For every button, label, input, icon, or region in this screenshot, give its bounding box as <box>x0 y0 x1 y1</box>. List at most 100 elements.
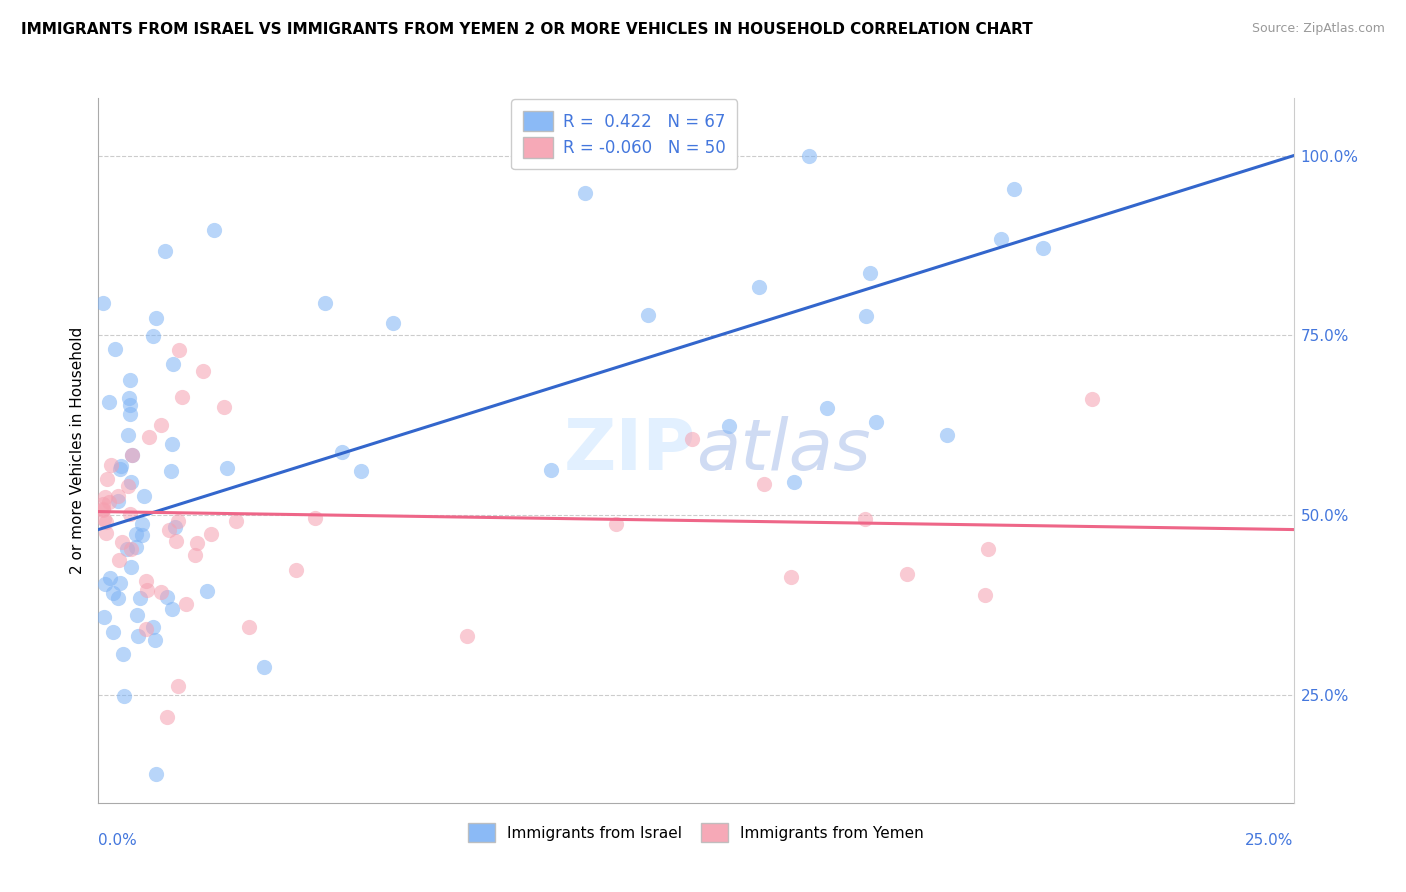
Point <box>162 357 184 371</box>
Point <box>165 520 187 534</box>
Point <box>174 598 197 612</box>
Text: ZIP: ZIP <box>564 416 696 485</box>
Point <box>160 601 183 615</box>
Point <box>94 577 117 591</box>
Point <box>304 511 326 525</box>
Point <box>754 477 776 491</box>
Point <box>1004 181 1026 195</box>
Point <box>186 536 208 550</box>
Point <box>135 574 157 589</box>
Point <box>456 628 478 642</box>
Y-axis label: 2 or more Vehicles in Household: 2 or more Vehicles in Household <box>69 326 84 574</box>
Legend: Immigrants from Israel, Immigrants from Yemen: Immigrants from Israel, Immigrants from … <box>461 817 931 848</box>
Point <box>195 584 218 599</box>
Point <box>96 515 118 529</box>
Point <box>121 541 143 556</box>
Point <box>285 563 308 577</box>
Point <box>120 398 142 412</box>
Point <box>110 575 132 590</box>
Point <box>112 689 135 703</box>
Point <box>896 566 918 581</box>
Point <box>748 279 770 293</box>
Point <box>108 552 131 566</box>
Point <box>193 364 215 378</box>
Point <box>91 502 114 516</box>
Point <box>115 541 138 556</box>
Point <box>120 507 142 521</box>
Point <box>107 494 129 508</box>
Point <box>111 534 134 549</box>
Point <box>117 428 139 442</box>
Point <box>100 458 122 473</box>
Point <box>135 622 157 636</box>
Point <box>717 419 740 434</box>
Point <box>859 266 882 280</box>
Point <box>605 516 627 531</box>
Point <box>110 459 132 474</box>
Point <box>127 629 149 643</box>
Point <box>783 475 806 490</box>
Point <box>1032 241 1054 255</box>
Point <box>91 295 114 310</box>
Point <box>314 296 336 310</box>
Point <box>145 766 167 780</box>
Point <box>865 415 887 429</box>
Point <box>153 244 176 258</box>
Text: atlas: atlas <box>696 416 870 485</box>
Text: 25.0%: 25.0% <box>1246 833 1294 848</box>
Point <box>1080 392 1102 406</box>
Point <box>350 464 373 478</box>
Point <box>156 590 179 604</box>
Point <box>138 430 160 444</box>
Point <box>96 472 118 486</box>
Point <box>97 495 120 509</box>
Point <box>973 588 995 602</box>
Point <box>165 534 187 549</box>
Point <box>136 582 159 597</box>
Point <box>118 407 141 421</box>
Point <box>779 570 801 584</box>
Point <box>170 390 193 404</box>
Point <box>104 343 127 357</box>
Point <box>93 609 115 624</box>
Point <box>101 624 124 639</box>
Point <box>125 527 148 541</box>
Point <box>935 427 957 442</box>
Point <box>382 316 405 330</box>
Point <box>681 432 703 446</box>
Point <box>853 511 876 525</box>
Point <box>103 586 125 600</box>
Point <box>167 343 190 357</box>
Point <box>120 559 142 574</box>
Point <box>990 232 1012 246</box>
Point <box>98 570 121 584</box>
Point <box>125 540 148 554</box>
Point <box>167 679 190 693</box>
Point <box>167 514 190 528</box>
Point <box>253 659 276 673</box>
Point <box>94 525 117 540</box>
Point <box>121 448 143 462</box>
Point <box>120 373 142 387</box>
Point <box>212 400 235 414</box>
Point <box>117 479 139 493</box>
Point <box>111 647 134 661</box>
Point <box>150 585 173 599</box>
Point <box>162 436 184 450</box>
Text: IMMIGRANTS FROM ISRAEL VS IMMIGRANTS FROM YEMEN 2 OR MORE VEHICLES IN HOUSEHOLD : IMMIGRANTS FROM ISRAEL VS IMMIGRANTS FRO… <box>21 22 1033 37</box>
Point <box>855 309 877 323</box>
Point <box>540 463 562 477</box>
Point <box>200 527 222 541</box>
Point <box>120 475 142 489</box>
Point <box>157 523 180 537</box>
Point <box>142 329 165 343</box>
Point <box>977 541 1000 556</box>
Point <box>150 418 173 433</box>
Point <box>93 511 115 525</box>
Point <box>134 489 156 503</box>
Point <box>91 502 114 516</box>
Point <box>118 391 141 405</box>
Point <box>574 186 596 200</box>
Point <box>129 591 152 605</box>
Point <box>91 497 114 511</box>
